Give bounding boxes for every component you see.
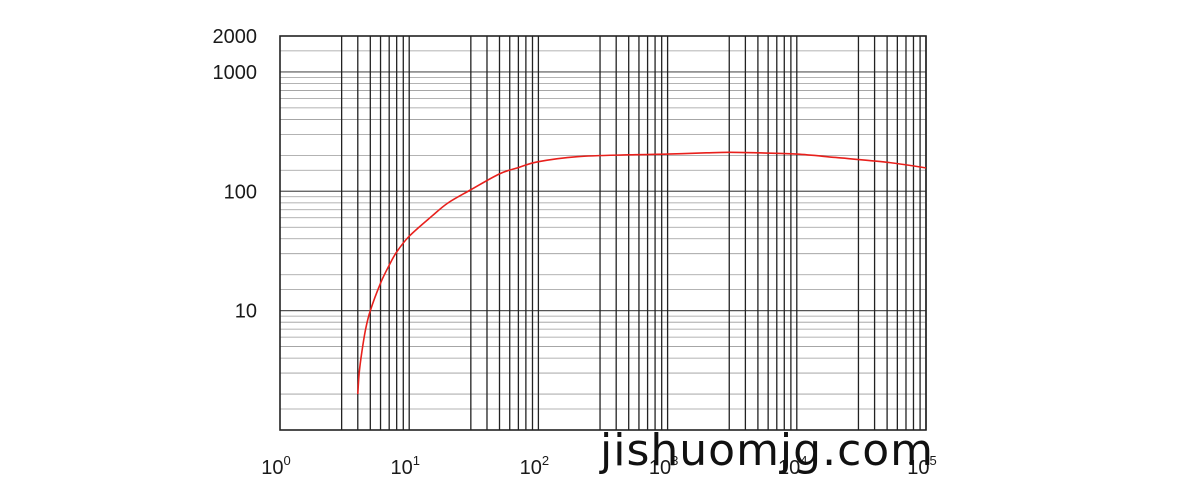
y-tick-label: 1000 [213,62,258,84]
x-tick-label: 105 [907,453,936,479]
series-layer [356,151,927,395]
y-tick-labels: 2000 1000 100 10 [213,26,258,323]
x-tick-label: 102 [520,453,549,479]
y-tick-label: 2000 [213,26,258,48]
y-tick-label: 10 [235,301,257,323]
x-tick-label: 103 [649,453,678,479]
plot-border [279,35,927,431]
series-line [356,151,927,395]
x-tick-label: 100 [261,453,290,479]
watermark-text: jishuomjg.com [600,425,935,476]
x-tick-label: 101 [390,453,419,479]
y-tick-label: 100 [224,181,257,203]
grid-lines [280,36,927,430]
x-tick-label: 104 [778,453,807,479]
x-tick-labels: 100 101 102 103 104 105 [261,453,936,479]
